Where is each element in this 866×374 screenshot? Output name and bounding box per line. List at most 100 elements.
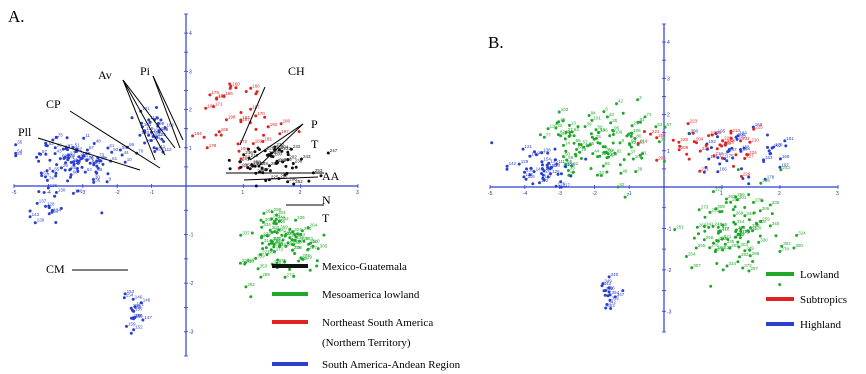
scatter-point-green: [315, 259, 319, 263]
scatter-point-blue: [85, 158, 89, 162]
scatter-point-red: [642, 130, 646, 133]
x-tick-label: -1: [150, 190, 155, 196]
point-id-label: 265: [737, 192, 745, 197]
scatter-point-green: [654, 125, 658, 129]
leader-aa-2: [243, 176, 319, 181]
point-id-label: 62: [573, 161, 579, 166]
scatter-point-red: [278, 132, 282, 136]
point-id-label: 91: [586, 142, 592, 147]
scatter-point-black: [268, 169, 272, 173]
scatter-point-blue: [522, 175, 526, 179]
scatter-point-green: [284, 232, 288, 236]
scatter-point-black: [257, 164, 261, 168]
scatter-point-red: [254, 114, 258, 118]
scatter-point-blue: [120, 153, 124, 157]
scatter-point-green: [272, 219, 276, 223]
point-id-label: 263: [728, 194, 736, 199]
scatter-point-blue: [584, 157, 588, 161]
scatter-point-blue: [762, 160, 766, 163]
scatter-point-red: [698, 169, 702, 173]
scatter-point-green: [597, 131, 601, 134]
scatter-point-green: [264, 246, 268, 250]
scatter-point-red: [720, 144, 724, 148]
scatter-point-green: [748, 248, 752, 252]
point-id-label: 207: [257, 168, 265, 173]
point-id-label: 247: [330, 148, 338, 153]
scatter-point-green: [607, 155, 610, 159]
scatter-point-green: [618, 141, 622, 145]
scatter-point-blue: [37, 159, 41, 163]
scatter-point-blue: [731, 156, 735, 160]
scatter-point-red: [236, 142, 240, 146]
scatter-point-red: [219, 133, 223, 137]
point-id-label: 249: [746, 246, 754, 251]
scatter-point-blue: [106, 172, 110, 176]
scatter-point-green: [270, 210, 274, 214]
scatter-point-blue: [47, 206, 51, 210]
point-id-label: 95: [614, 125, 620, 130]
point-id-label: 350: [310, 239, 318, 244]
scatter-point-green: [684, 255, 688, 258]
point-id-label: 44: [594, 149, 600, 154]
scatter-point-blue: [604, 289, 608, 292]
point-id-label: 93: [600, 128, 606, 133]
point-id-label: 23: [634, 121, 640, 126]
point-id-label: 187: [739, 134, 747, 139]
scatter-point-blue: [76, 189, 80, 193]
scatter-point-blue: [132, 328, 136, 332]
point-id-label: 116: [528, 174, 536, 179]
point-id-label: 103: [141, 130, 149, 135]
scatter-point-blue: [62, 157, 66, 160]
scatter-point-blue: [533, 150, 536, 154]
scatter-point-blue: [129, 306, 133, 310]
scatter-point-blue: [546, 151, 550, 155]
scatter-point-green: [725, 264, 729, 268]
scatter-point-blue: [123, 160, 127, 164]
point-id-label: 162: [774, 143, 782, 148]
scatter-point-blue: [129, 331, 133, 335]
point-id-label: 71: [83, 153, 89, 158]
point-id-label: 69: [62, 154, 68, 159]
y-tick-label: -1: [667, 226, 672, 232]
scatter-point-blue: [559, 172, 563, 176]
point-id-label: 154: [543, 157, 551, 162]
annotation-cm: CM: [46, 262, 65, 276]
scatter-point-green: [598, 141, 602, 145]
x-tick-label: 2: [778, 191, 781, 197]
point-id-label: 31: [642, 150, 648, 155]
scatter-point-red: [215, 97, 219, 101]
leader-av-3: [122, 79, 156, 161]
point-id-label: 65: [605, 161, 611, 166]
point-id-label: 106: [167, 123, 175, 128]
scatter-point-blue: [91, 178, 95, 181]
scatter-point-green: [715, 239, 719, 242]
point-id-label: 149: [134, 305, 142, 310]
point-id-label: 28: [637, 167, 643, 172]
panel-a-annotations: CH P T AA N T Av Pi CP Pll CM: [18, 64, 340, 276]
annotation-pi: Pi: [140, 64, 151, 78]
point-id-label: 70: [608, 148, 614, 153]
point-id-label: 307: [693, 263, 701, 268]
scatter-point-blue: [730, 146, 734, 150]
scatter-point-blue: [157, 129, 161, 133]
point-id-label: 99: [159, 121, 165, 126]
point-id-label: 248: [746, 211, 754, 216]
point-id-label: 84: [92, 158, 98, 163]
point-id-label: 212: [278, 158, 286, 163]
scatter-point-green: [630, 131, 634, 135]
scatter-point-blue: [66, 148, 69, 152]
scatter-point-red: [704, 144, 708, 147]
scatter-point-blue: [734, 135, 738, 139]
scatter-point-blue: [772, 145, 775, 149]
annotation-t: T: [311, 137, 319, 151]
point-id-label: 310: [312, 238, 320, 243]
point-id-label: 184: [739, 131, 747, 136]
point-id-label: 212: [715, 151, 723, 156]
scatter-point-green: [262, 211, 266, 215]
scatter-point-green: [780, 244, 784, 248]
scatter-point-red: [222, 94, 226, 98]
point-id-label: 315: [740, 229, 748, 234]
point-id-label: 220: [276, 142, 284, 147]
point-id-label: 32: [73, 157, 79, 162]
